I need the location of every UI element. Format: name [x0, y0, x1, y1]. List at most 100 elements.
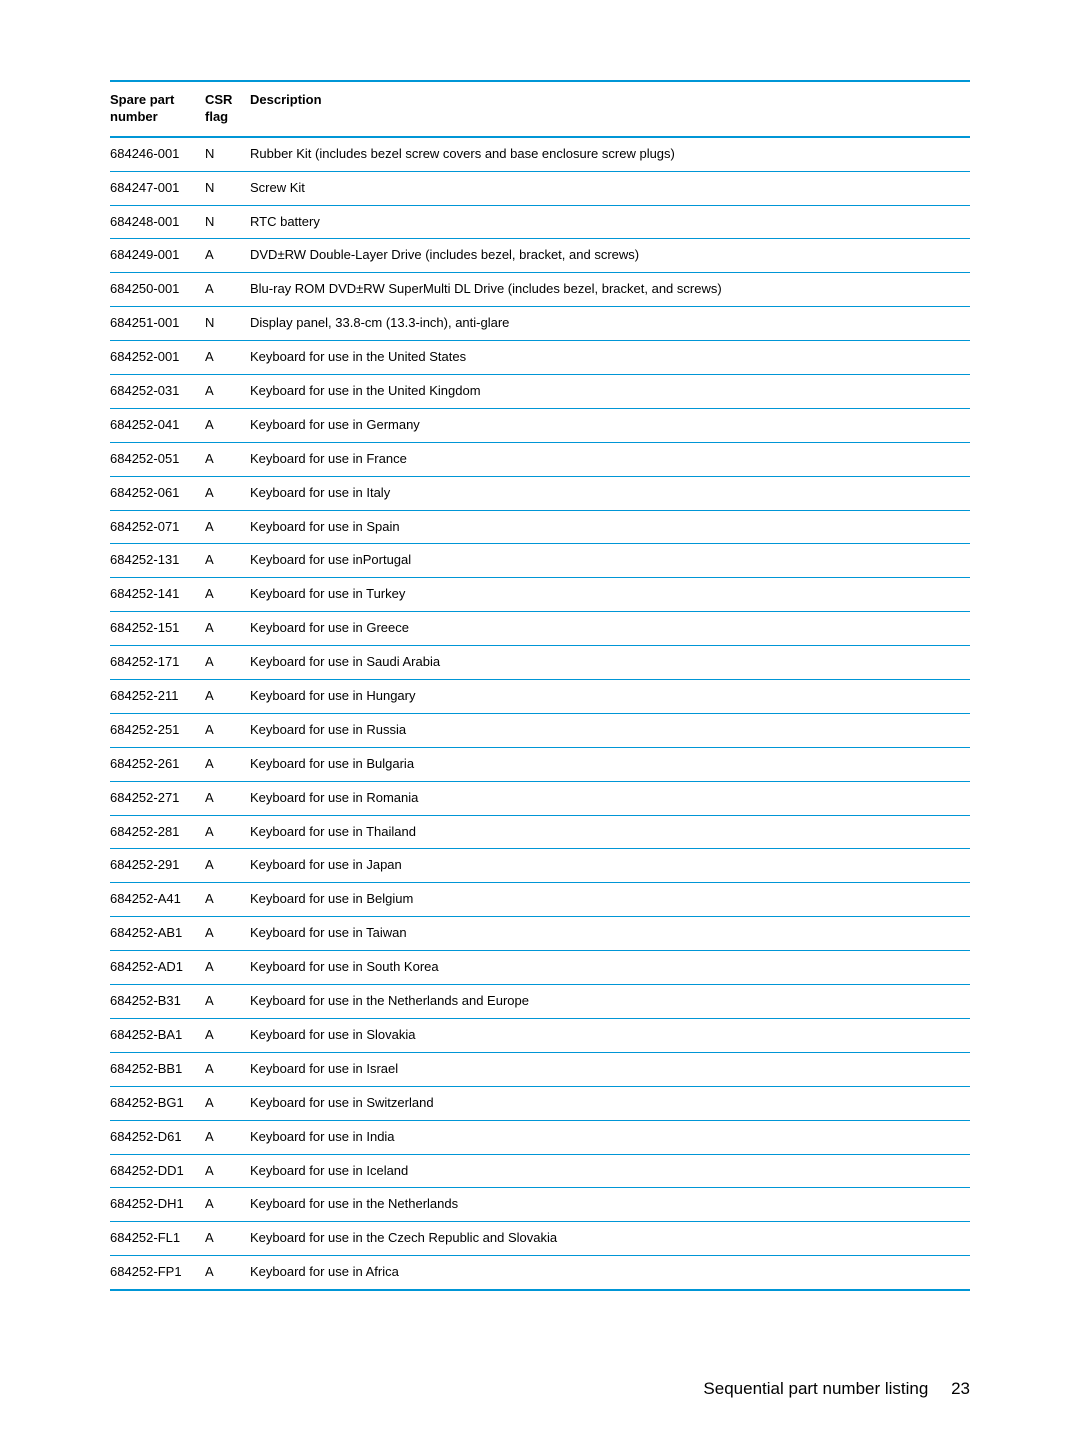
- cell-part-number: 684252-141: [110, 578, 205, 612]
- cell-csr-flag: A: [205, 239, 250, 273]
- cell-csr-flag: A: [205, 578, 250, 612]
- cell-part-number: 684252-171: [110, 646, 205, 680]
- cell-csr-flag: A: [205, 544, 250, 578]
- cell-part-number: 684252-151: [110, 612, 205, 646]
- cell-description: Keyboard for use in India: [250, 1120, 970, 1154]
- cell-part-number: 684251-001: [110, 307, 205, 341]
- cell-part-number: 684252-001: [110, 341, 205, 375]
- cell-csr-flag: A: [205, 1188, 250, 1222]
- footer-section-title: Sequential part number listing: [703, 1379, 928, 1398]
- table-row: 684252-131AKeyboard for use inPortugal: [110, 544, 970, 578]
- table-row: 684252-BB1AKeyboard for use in Israel: [110, 1052, 970, 1086]
- cell-csr-flag: A: [205, 781, 250, 815]
- cell-description: Keyboard for use inPortugal: [250, 544, 970, 578]
- cell-part-number: 684252-031: [110, 375, 205, 409]
- cell-part-number: 684252-061: [110, 476, 205, 510]
- cell-part-number: 684248-001: [110, 205, 205, 239]
- cell-description: Keyboard for use in Taiwan: [250, 917, 970, 951]
- cell-csr-flag: A: [205, 849, 250, 883]
- cell-csr-flag: A: [205, 442, 250, 476]
- table-row: 684251-001NDisplay panel, 33.8-cm (13.3-…: [110, 307, 970, 341]
- cell-csr-flag: N: [205, 171, 250, 205]
- cell-csr-flag: N: [205, 307, 250, 341]
- table-row: 684246-001NRubber Kit (includes bezel sc…: [110, 137, 970, 171]
- cell-part-number: 684252-271: [110, 781, 205, 815]
- cell-part-number: 684252-A41: [110, 883, 205, 917]
- cell-part-number: 684252-D61: [110, 1120, 205, 1154]
- cell-description: Keyboard for use in South Korea: [250, 951, 970, 985]
- cell-part-number: 684246-001: [110, 137, 205, 171]
- cell-description: Keyboard for use in the Netherlands and …: [250, 985, 970, 1019]
- table-row: 684247-001NScrew Kit: [110, 171, 970, 205]
- cell-part-number: 684252-071: [110, 510, 205, 544]
- cell-description: Keyboard for use in Hungary: [250, 680, 970, 714]
- table-row: 684252-AD1AKeyboard for use in South Kor…: [110, 951, 970, 985]
- cell-csr-flag: A: [205, 985, 250, 1019]
- column-header-number: Spare part number: [110, 81, 205, 137]
- cell-part-number: 684247-001: [110, 171, 205, 205]
- table-row: 684252-001AKeyboard for use in the Unite…: [110, 341, 970, 375]
- cell-description: Keyboard for use in Thailand: [250, 815, 970, 849]
- cell-description: Keyboard for use in Germany: [250, 408, 970, 442]
- table-row: 684252-A41AKeyboard for use in Belgium: [110, 883, 970, 917]
- cell-csr-flag: A: [205, 1222, 250, 1256]
- cell-description: RTC battery: [250, 205, 970, 239]
- cell-part-number: 684252-FL1: [110, 1222, 205, 1256]
- cell-csr-flag: A: [205, 713, 250, 747]
- cell-description: Keyboard for use in France: [250, 442, 970, 476]
- cell-part-number: 684252-AD1: [110, 951, 205, 985]
- table-row: 684252-141AKeyboard for use in Turkey: [110, 578, 970, 612]
- parts-table-container: Spare part number CSR flag Description 6…: [110, 80, 970, 1291]
- cell-description: Keyboard for use in Belgium: [250, 883, 970, 917]
- cell-description: Keyboard for use in Japan: [250, 849, 970, 883]
- table-body: 684246-001NRubber Kit (includes bezel sc…: [110, 137, 970, 1290]
- cell-csr-flag: A: [205, 951, 250, 985]
- parts-table: Spare part number CSR flag Description 6…: [110, 80, 970, 1291]
- cell-description: Keyboard for use in Romania: [250, 781, 970, 815]
- cell-csr-flag: A: [205, 883, 250, 917]
- cell-csr-flag: A: [205, 1052, 250, 1086]
- cell-description: DVD±RW Double-Layer Drive (includes beze…: [250, 239, 970, 273]
- cell-part-number: 684252-251: [110, 713, 205, 747]
- table-row: 684252-291AKeyboard for use in Japan: [110, 849, 970, 883]
- cell-csr-flag: A: [205, 747, 250, 781]
- page-footer: Sequential part number listing 23: [703, 1379, 970, 1399]
- cell-csr-flag: A: [205, 680, 250, 714]
- cell-csr-flag: N: [205, 137, 250, 171]
- cell-part-number: 684252-BB1: [110, 1052, 205, 1086]
- cell-csr-flag: A: [205, 1120, 250, 1154]
- cell-csr-flag: A: [205, 1154, 250, 1188]
- cell-description: Rubber Kit (includes bezel screw covers …: [250, 137, 970, 171]
- cell-part-number: 684252-DD1: [110, 1154, 205, 1188]
- cell-description: Screw Kit: [250, 171, 970, 205]
- cell-description: Keyboard for use in the Netherlands: [250, 1188, 970, 1222]
- cell-description: Keyboard for use in Saudi Arabia: [250, 646, 970, 680]
- table-row: 684252-B31AKeyboard for use in the Nethe…: [110, 985, 970, 1019]
- table-row: 684252-DD1AKeyboard for use in Iceland: [110, 1154, 970, 1188]
- cell-part-number: 684252-FP1: [110, 1256, 205, 1290]
- table-row: 684252-051AKeyboard for use in France: [110, 442, 970, 476]
- table-row: 684252-171AKeyboard for use in Saudi Ara…: [110, 646, 970, 680]
- cell-description: Keyboard for use in Israel: [250, 1052, 970, 1086]
- table-header-row: Spare part number CSR flag Description: [110, 81, 970, 137]
- footer-page-number: 23: [951, 1379, 970, 1398]
- cell-csr-flag: A: [205, 408, 250, 442]
- table-row: 684252-FL1AKeyboard for use in the Czech…: [110, 1222, 970, 1256]
- cell-part-number: 684252-051: [110, 442, 205, 476]
- cell-description: Display panel, 33.8-cm (13.3-inch), anti…: [250, 307, 970, 341]
- cell-part-number: 684252-131: [110, 544, 205, 578]
- table-row: 684249-001ADVD±RW Double-Layer Drive (in…: [110, 239, 970, 273]
- table-row: 684250-001ABlu-ray ROM DVD±RW SuperMulti…: [110, 273, 970, 307]
- table-row: 684252-251AKeyboard for use in Russia: [110, 713, 970, 747]
- table-row: 684252-061AKeyboard for use in Italy: [110, 476, 970, 510]
- cell-description: Keyboard for use in Spain: [250, 510, 970, 544]
- cell-description: Keyboard for use in Italy: [250, 476, 970, 510]
- cell-description: Keyboard for use in Russia: [250, 713, 970, 747]
- cell-csr-flag: A: [205, 510, 250, 544]
- column-header-csr: CSR flag: [205, 81, 250, 137]
- cell-csr-flag: A: [205, 815, 250, 849]
- table-row: 684252-271AKeyboard for use in Romania: [110, 781, 970, 815]
- cell-part-number: 684252-261: [110, 747, 205, 781]
- cell-description: Keyboard for use in Iceland: [250, 1154, 970, 1188]
- cell-csr-flag: A: [205, 476, 250, 510]
